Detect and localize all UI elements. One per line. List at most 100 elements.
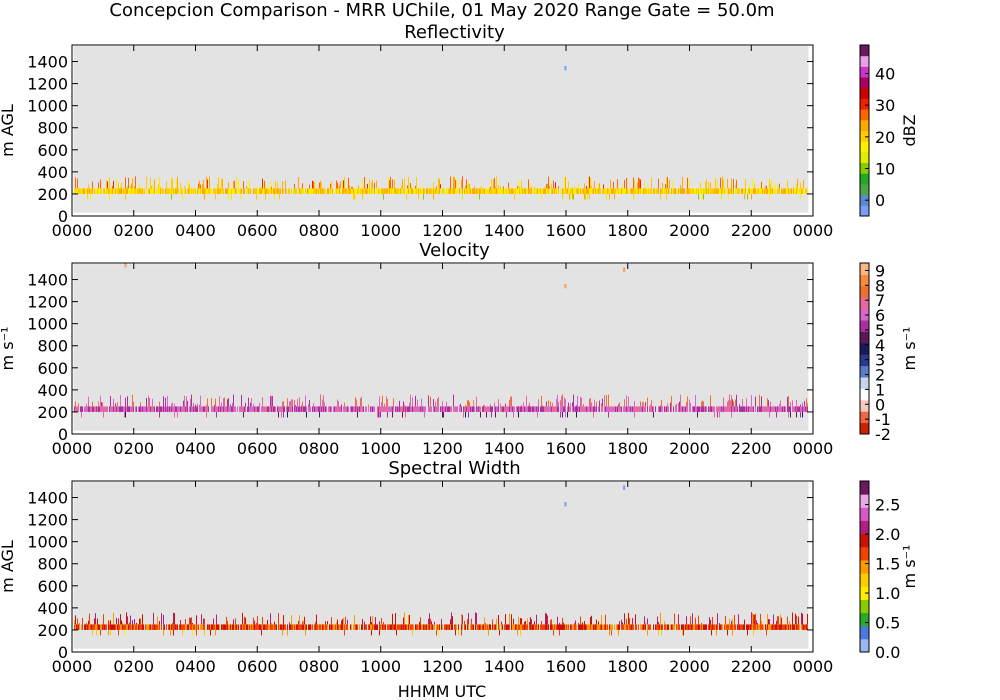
echo-cell xyxy=(795,624,796,630)
echo-cell xyxy=(454,406,455,412)
echo-cell xyxy=(389,188,390,194)
echo-cell xyxy=(174,613,175,625)
echo-cell xyxy=(719,411,720,418)
echo-cell xyxy=(189,617,190,625)
echo-cell xyxy=(420,188,421,194)
echo-cell xyxy=(246,186,247,189)
echo-cell xyxy=(648,188,649,194)
echo-cell xyxy=(127,396,128,407)
echo-cell xyxy=(401,185,402,189)
echo-cell xyxy=(151,188,152,194)
echo-cell xyxy=(498,188,499,194)
echo-cell xyxy=(235,188,236,194)
echo-cell xyxy=(744,188,745,194)
echo-cell xyxy=(706,406,707,412)
echo-cell xyxy=(146,406,147,412)
echo-cell xyxy=(619,406,620,412)
echo-cell xyxy=(246,624,247,630)
echo-cell xyxy=(411,406,412,412)
echo-cell xyxy=(433,406,434,412)
echo-cell xyxy=(466,179,467,189)
echo-cell xyxy=(156,406,157,412)
echo-cell xyxy=(448,406,449,412)
echo-cell xyxy=(412,629,413,636)
echo-cell xyxy=(234,188,235,194)
echo-cell xyxy=(554,624,555,630)
echo-cell xyxy=(603,624,604,630)
colorbar: 0.00.51.01.52.02.5m s⁻¹ xyxy=(859,480,919,662)
echo-cell xyxy=(251,624,252,630)
echo-cell xyxy=(322,624,323,630)
echo-cell xyxy=(290,624,291,630)
echo-cell xyxy=(661,629,662,636)
echo-cell xyxy=(283,406,284,412)
echo-cell xyxy=(391,188,392,194)
echo-cell xyxy=(695,617,696,625)
echo-cell xyxy=(118,629,119,636)
echo-cell xyxy=(442,188,443,194)
echo-cell xyxy=(580,396,581,407)
echo-cell xyxy=(757,406,758,412)
echo-cell xyxy=(723,397,724,407)
echo-cell xyxy=(768,406,769,412)
echo-cell xyxy=(180,406,181,412)
echo-cell xyxy=(163,624,164,630)
echo-cell xyxy=(126,612,127,625)
echo-cell xyxy=(329,624,330,630)
echo-cell xyxy=(186,624,187,630)
echo-cell xyxy=(729,394,730,407)
echo-cell xyxy=(78,406,79,412)
echo-cell xyxy=(205,188,206,194)
echo-cell xyxy=(157,616,158,625)
colorbar-segment xyxy=(860,98,869,110)
echo-cell xyxy=(260,185,261,189)
echo-cell xyxy=(421,398,422,407)
echo-cell xyxy=(480,406,481,412)
echo-cell xyxy=(174,403,175,407)
echo-cell xyxy=(705,624,706,630)
echo-cell xyxy=(297,624,298,630)
echo-cell xyxy=(436,188,437,194)
echo-cell xyxy=(383,621,384,625)
echo-cell xyxy=(432,188,433,194)
echo-cell xyxy=(148,624,149,630)
echo-cell xyxy=(723,188,724,194)
echo-cell xyxy=(495,186,496,189)
echo-cell xyxy=(520,618,521,625)
echo-cell xyxy=(536,188,537,194)
echo-cell xyxy=(755,396,756,407)
echo-cell xyxy=(789,188,790,194)
echo-cell xyxy=(802,411,803,418)
echo-cell xyxy=(269,188,270,194)
echo-cell xyxy=(587,406,588,412)
echo-cell xyxy=(187,188,188,194)
echo-cell xyxy=(354,188,355,194)
echo-cell xyxy=(667,188,668,194)
echo-cell xyxy=(612,188,613,194)
echo-cell xyxy=(719,188,720,194)
echo-cell xyxy=(379,396,380,407)
echo-cell xyxy=(717,406,718,412)
echo-cell xyxy=(760,406,761,412)
echo-cell xyxy=(607,188,608,194)
echo-cell xyxy=(759,394,760,407)
echo-cell xyxy=(290,400,291,407)
echo-cell xyxy=(599,183,600,189)
echo-cell xyxy=(84,624,85,630)
echo-cell xyxy=(453,394,454,407)
echo-cell xyxy=(300,406,301,412)
x-tick-label: 0200 xyxy=(113,221,154,240)
echo-cell xyxy=(582,624,583,630)
echo-cell xyxy=(427,624,428,630)
echo-cell xyxy=(505,624,506,630)
echo-cell xyxy=(761,396,762,407)
echo-cell xyxy=(299,188,300,194)
echo-cell xyxy=(635,188,636,194)
echo-cell xyxy=(424,411,425,418)
echo-cell xyxy=(391,406,392,412)
echo-cell xyxy=(685,406,686,412)
echo-cell xyxy=(540,624,541,630)
echo-cell xyxy=(798,616,799,625)
echo-cell xyxy=(446,406,447,412)
echo-cell xyxy=(199,406,200,412)
